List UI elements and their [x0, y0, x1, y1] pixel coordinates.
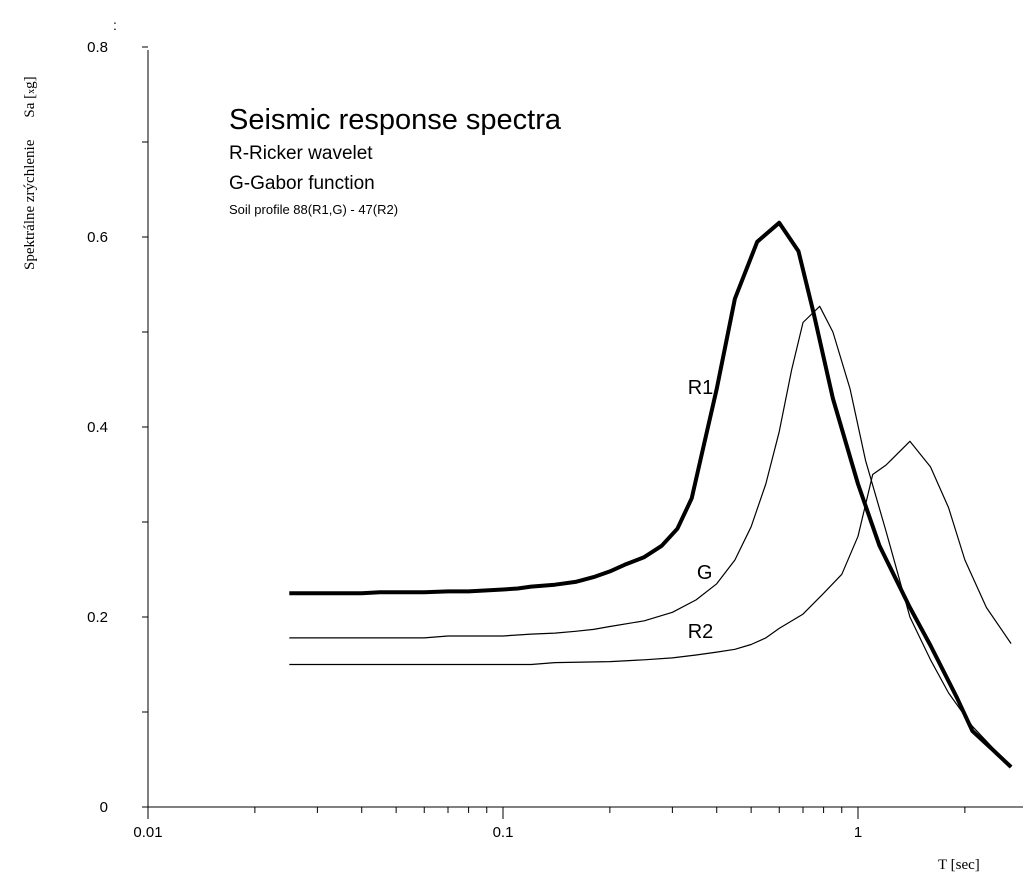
series-line-r1 [289, 220, 1013, 769]
y-axis-label-sub: x [26, 89, 37, 94]
subtitle-line-1: R-Ricker wavelet [229, 143, 373, 164]
series-line-g [289, 305, 1012, 766]
y-tick-label: 0 [100, 799, 108, 816]
series-label-r1: R1 [688, 377, 714, 399]
y-axis-label: Spektrálne zrýchlenie Sa [xg] [22, 76, 38, 270]
corner-mark: : [113, 17, 117, 33]
y-tick-label: 0.8 [87, 39, 108, 56]
y-tick-label: 0.2 [87, 609, 108, 626]
series-curves [289, 220, 1013, 769]
x-axis-ticks: 0.01 0.1 1 [133, 807, 966, 841]
chart-title: Seismic response spectra [229, 104, 562, 136]
series-line-r2 [289, 440, 1012, 666]
subtitle-line-2: G-Gabor function [229, 173, 375, 194]
y-axis-ticks: 0 0.2 0.4 0.6 0.8 [87, 39, 148, 816]
x-tick-label: 0.01 [133, 824, 162, 841]
series-label-r2: R2 [688, 621, 714, 643]
x-tick-label: 0.1 [493, 824, 514, 841]
soil-profile-note: Soil profile 88(R1,G) - 47(R2) [229, 202, 398, 217]
plot-frame [147, 50, 1023, 808]
y-axis-label-secondary: Spektrálne zrýchlenie [22, 139, 38, 270]
y-axis-label-primary: Sa [ [22, 94, 38, 118]
y-tick-label: 0.4 [87, 419, 108, 436]
x-tick-label: 1 [854, 824, 862, 841]
series-label-g: G [697, 562, 713, 584]
y-axis-label-after: g] [22, 76, 38, 89]
x-axis-label: T [sec] [938, 857, 980, 873]
series-labels: R1 G R2 [688, 377, 714, 643]
y-tick-label: 0.6 [87, 229, 108, 246]
